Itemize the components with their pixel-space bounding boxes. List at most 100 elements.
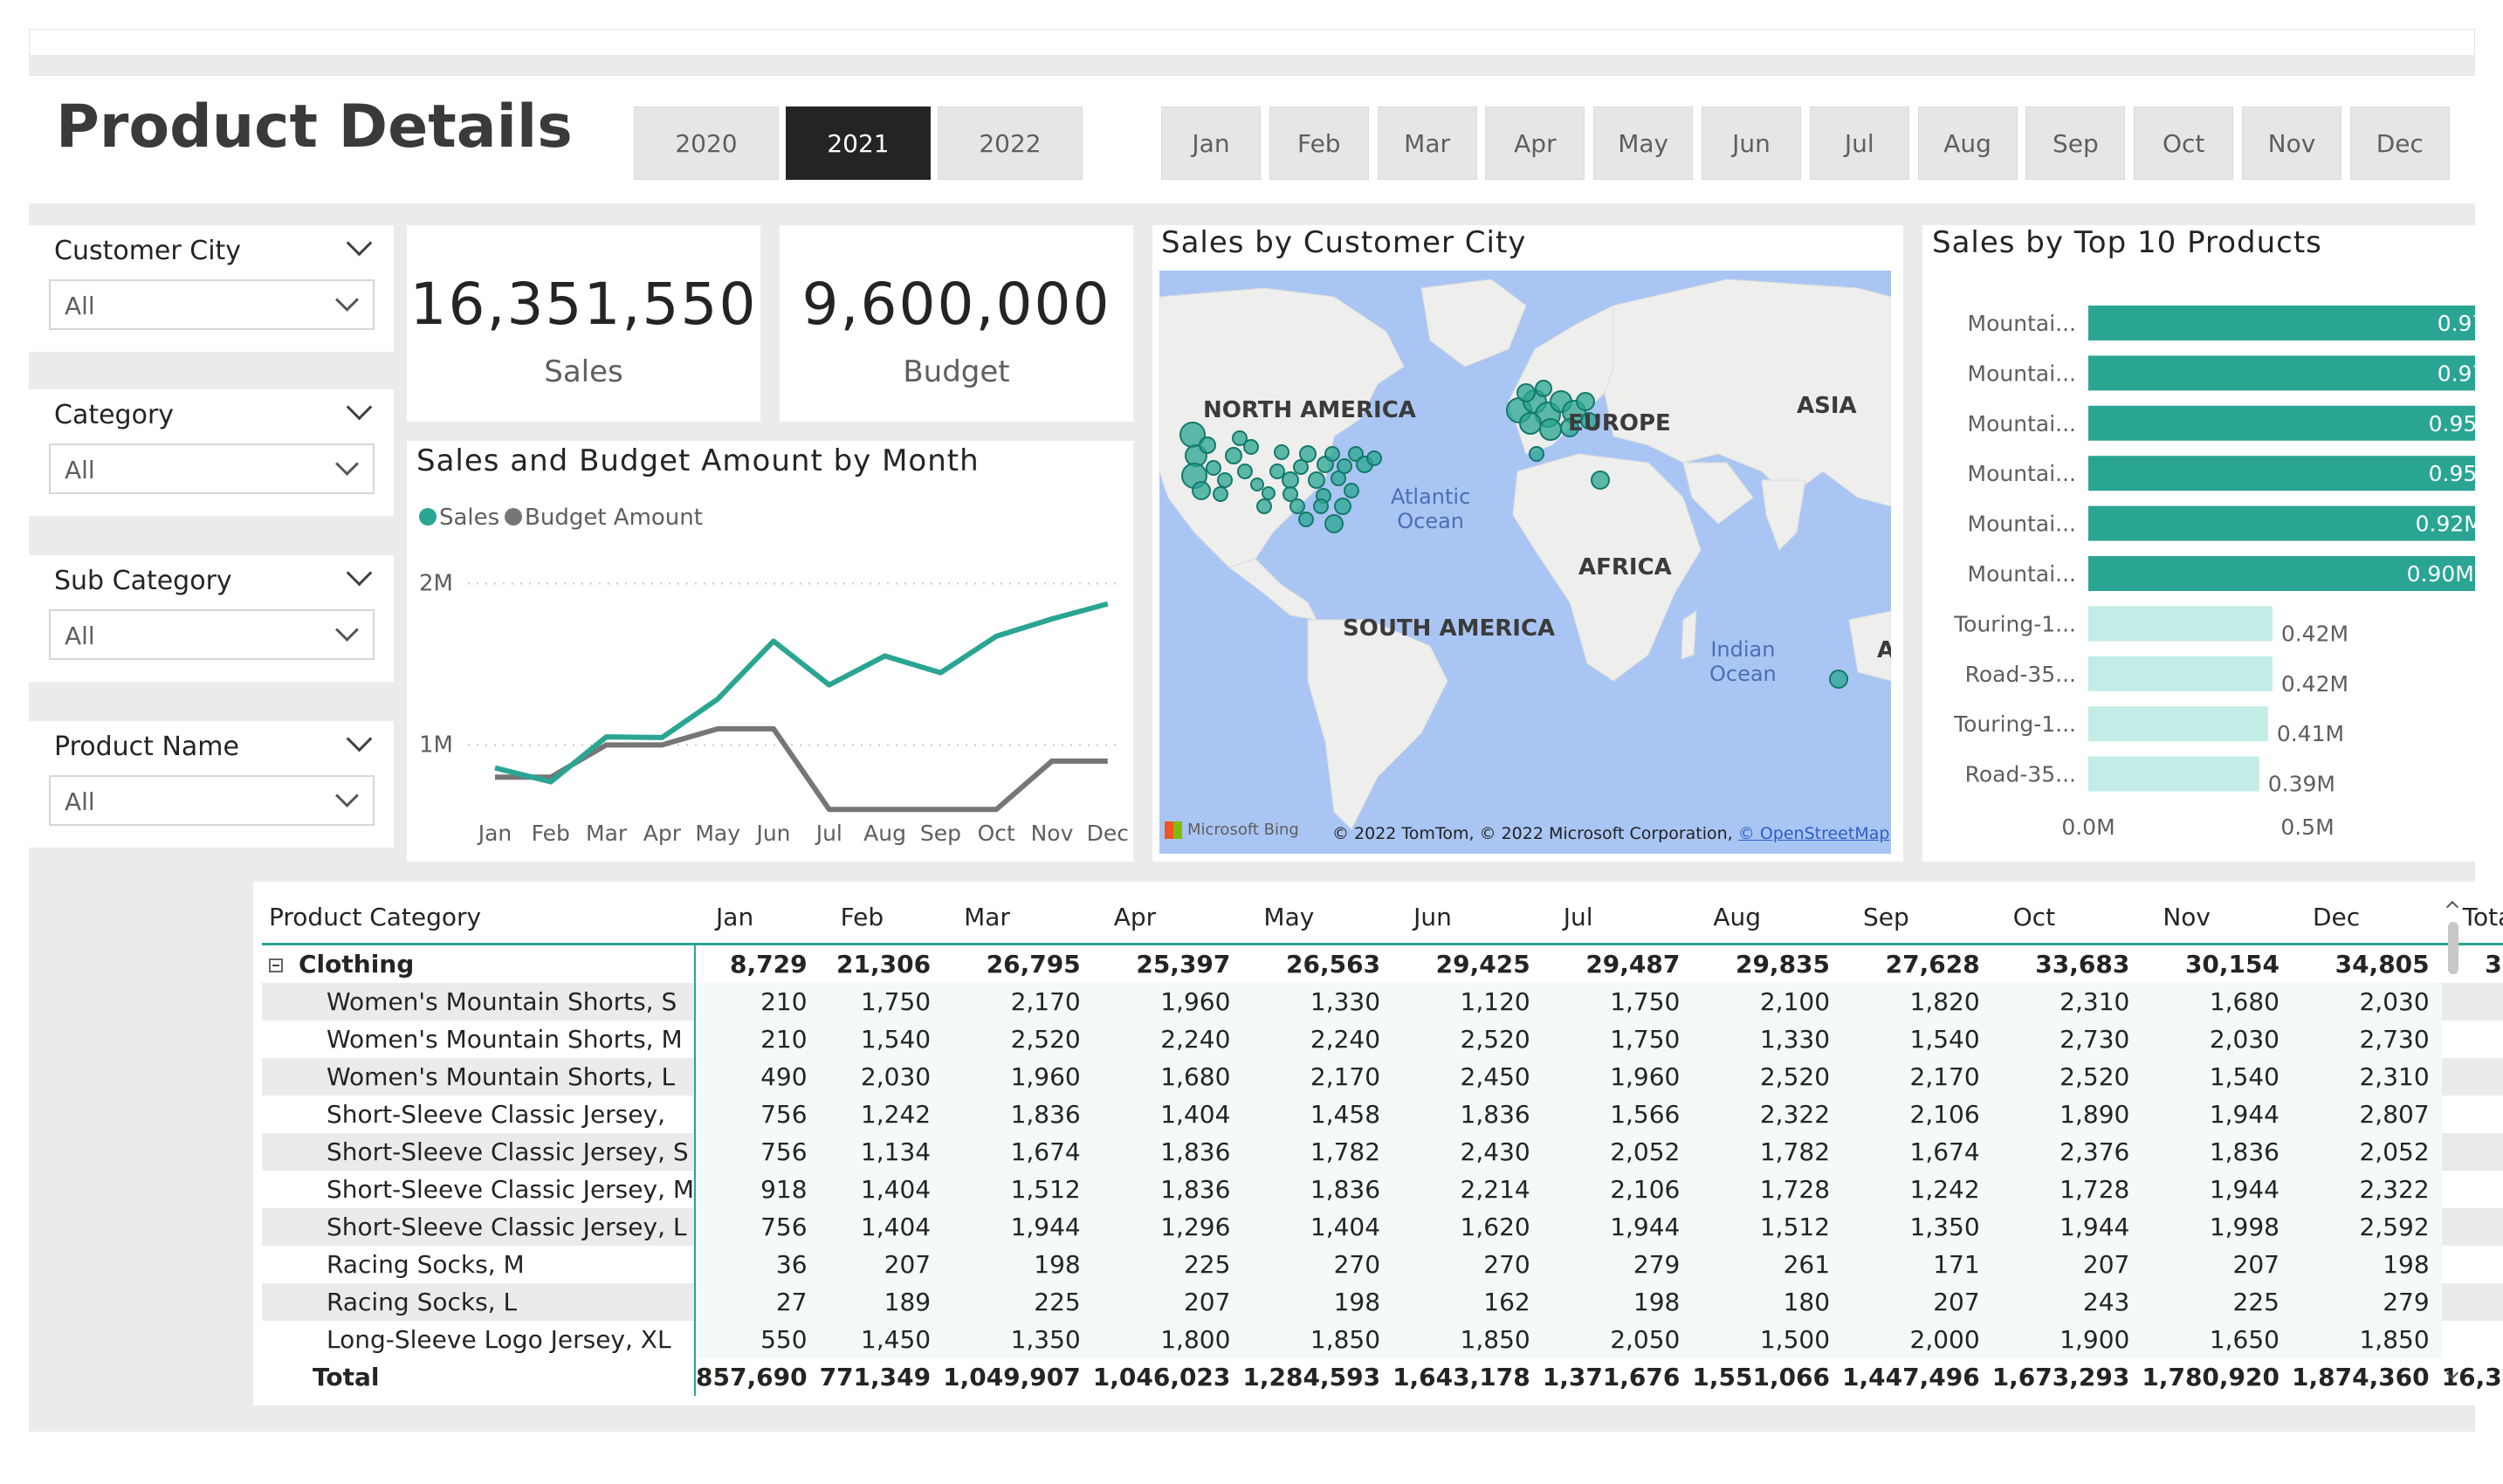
cell-value: 29,425: [1435, 950, 1530, 979]
table-row[interactable]: Short-Sleeve Classic Jersey, S 756 1,134 1,…: [262, 1133, 2503, 1171]
month-button-aug[interactable]: Aug: [1917, 106, 2018, 180]
bar[interactable]: [2088, 606, 2273, 642]
scroll-thumb[interactable]: [2448, 922, 2458, 974]
bar[interactable]: [2088, 756, 2259, 792]
matrix-visual[interactable]: Product Category Jan Feb Mar Apr May Jun Jul Aug…: [253, 882, 2503, 1405]
column-header[interactable]: Product Category: [269, 902, 482, 931]
month-button-may[interactable]: May: [1593, 106, 1694, 180]
slicer-dropdown[interactable]: All: [49, 775, 375, 826]
slicer-value: All: [65, 292, 95, 320]
table-row[interactable]: Women's Mountain Shorts, S 210 1,750 2,170 1…: [262, 983, 2503, 1020]
table-row[interactable]: Short-Sleeve Classic Jersey, M 918 1,404 1,…: [262, 1171, 2503, 1208]
bar-chart-svg: Mountai... 0.97M Mountai... 0.97M Mountai...…: [1953, 306, 2475, 840]
scroll-up-icon[interactable]: [2445, 900, 2459, 914]
cell-value: 2,030: [2292, 983, 2442, 1020]
month-button-feb[interactable]: Feb: [1269, 106, 1369, 180]
month-button-jun[interactable]: Jun: [1702, 106, 1801, 180]
slicer-dropdown[interactable]: All: [49, 609, 375, 660]
table-row[interactable]: Women's Mountain Shorts, M 210 1,540 2,520 2…: [262, 1020, 2503, 1058]
cell-value: 1,944: [1542, 1208, 1693, 1246]
legend-label[interactable]: Sales: [439, 505, 499, 531]
table-row[interactable]: Women's Mountain Shorts, L 490 2,030 1,960 1…: [262, 1058, 2503, 1096]
cell-value: 1,820: [1842, 983, 1992, 1020]
cell-value: 1,540: [1842, 1020, 1992, 1058]
bar-category-label: Mountai...: [1968, 311, 2076, 336]
column-header[interactable]: Jul: [1563, 902, 1593, 931]
year-button-2022[interactable]: 2022: [938, 106, 1083, 180]
month-button-mar[interactable]: Mar: [1377, 106, 1477, 180]
month-button-dec[interactable]: Dec: [2349, 106, 2450, 180]
table-row[interactable]: Racing Socks, L 27 189 225 207 198 162 198 180 20…: [262, 1283, 2503, 1321]
month-button-nov[interactable]: Nov: [2242, 106, 2341, 180]
table-row[interactable]: Short-Sleeve Classic Jersey, 756 1,242 1,83…: [262, 1096, 2503, 1133]
cell-value: 2,052: [2292, 1133, 2442, 1171]
row-label: Women's Mountain Shorts, S: [262, 983, 697, 1020]
table-row[interactable]: Racing Socks, M 36 207 198 225 270 270 279 261 17…: [262, 1246, 2503, 1283]
column-header[interactable]: Feb: [840, 902, 884, 931]
month-button-sep[interactable]: Sep: [2025, 106, 2126, 180]
column-header[interactable]: Dec: [2313, 902, 2361, 931]
collapse-chevron-icon[interactable]: [346, 230, 373, 257]
column-header[interactable]: May: [1263, 902, 1315, 931]
openstreetmap-link[interactable]: © OpenStreetMap: [1737, 824, 1890, 843]
scroll-down-icon[interactable]: [2445, 1366, 2459, 1380]
table-row[interactable]: Short-Sleeve Classic Jersey, L 756 1,404 1,…: [262, 1208, 2503, 1246]
column-header[interactable]: Apr: [1113, 902, 1157, 931]
column-header[interactable]: Mar: [964, 902, 1010, 931]
year-button-2021[interactable]: 2021: [786, 106, 931, 180]
line-chart-visual[interactable]: Sales and Budget Amount by Month Sales Bu…: [407, 441, 1133, 862]
column-header[interactable]: Oct: [2012, 902, 2056, 931]
cell-value: 225: [943, 1283, 1093, 1321]
bar[interactable]: [2088, 456, 2475, 491]
legend-label[interactable]: Budget Amount: [525, 505, 703, 531]
collapse-chevron-icon[interactable]: [346, 394, 373, 421]
collapse-chevron-icon[interactable]: [346, 560, 373, 587]
year-button-2020[interactable]: 2020: [634, 106, 779, 180]
column-header[interactable]: Nov: [2163, 902, 2211, 931]
slicer-dropdown[interactable]: All: [49, 279, 375, 330]
slicer-customer-city: Customer City All: [29, 225, 394, 352]
bar[interactable]: [2088, 306, 2475, 340]
group-name-cell[interactable]: Clothing: [262, 944, 697, 983]
cell-value: 1,728: [1991, 1171, 2142, 1208]
column-header[interactable]: Aug: [1713, 902, 1762, 931]
cell-value: 198: [1542, 1283, 1693, 1321]
column-header[interactable]: Sep: [1863, 902, 1909, 931]
collapse-chevron-icon[interactable]: [346, 725, 373, 752]
total-value: 16,351,550: [2441, 1363, 2503, 1391]
collapse-minus-icon[interactable]: [269, 958, 283, 972]
matrix-scrollbar[interactable]: [2445, 897, 2462, 1386]
bar[interactable]: [2088, 505, 2475, 541]
cell-value: 225: [2142, 1283, 2292, 1321]
table-row[interactable]: Long-Sleeve Logo Jersey, XL 550 1,450 1,350…: [262, 1321, 2503, 1358]
map-canvas[interactable]: NORTH AMERICA EUROPE ASIA AFRICA SOUTH A…: [1159, 271, 1891, 854]
bar[interactable]: [2088, 706, 2268, 742]
series-line-budget-amount[interactable]: [495, 725, 1108, 813]
map-visual[interactable]: Sales by Customer City: [1152, 225, 1903, 862]
bar[interactable]: [2088, 556, 2475, 591]
cell-value: 30,154: [2184, 950, 2280, 979]
cell-value: 25,397: [1136, 950, 1231, 979]
cell-value: 207: [1991, 1246, 2142, 1283]
slicer-dropdown[interactable]: All: [49, 443, 375, 494]
month-button-apr[interactable]: Apr: [1485, 106, 1585, 180]
month-button-oct[interactable]: Oct: [2134, 106, 2234, 180]
column-header[interactable]: Total: [2462, 902, 2503, 931]
bar[interactable]: [2088, 405, 2475, 441]
sales-card-label: Sales: [544, 354, 623, 389]
column-header[interactable]: Jun: [1413, 902, 1452, 931]
cell-value: 756: [695, 1096, 820, 1133]
series-line-sales[interactable]: [494, 601, 1109, 785]
month-button-jul[interactable]: Jul: [1809, 106, 1909, 180]
column-header[interactable]: Jan: [716, 902, 754, 931]
bar-data-label: 0.92M: [2416, 512, 2475, 537]
cell-value: 1,998: [2142, 1208, 2292, 1246]
bar-chart-visual[interactable]: Sales by Top 10 Products Mountai... 0.97M…: [1922, 225, 2475, 862]
cell-value: 198: [943, 1246, 1093, 1283]
bar[interactable]: [2088, 355, 2475, 391]
month-button-jan[interactable]: Jan: [1161, 106, 1261, 180]
cell-value: 2,240: [1092, 1020, 1243, 1058]
group-row[interactable]: Clothing 8,729 21,306 26,795 25,397 26,563 29,…: [262, 944, 2503, 983]
row-total: 2,526: [2441, 1246, 2503, 1283]
bar[interactable]: [2088, 656, 2273, 691]
